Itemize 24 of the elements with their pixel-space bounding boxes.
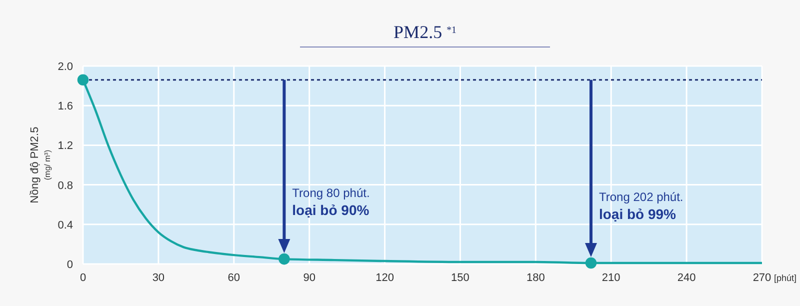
annotation: Trong 202 phút. loại bỏ 99% <box>598 190 684 222</box>
x-tick-label: 120 <box>376 272 394 284</box>
y-tick-label: 2.0 <box>58 61 73 73</box>
y-tick-label: 1.2 <box>58 140 73 152</box>
x-tick-label: 30 <box>152 272 165 284</box>
y-tick-label: 0 <box>66 259 73 271</box>
y-tick-label: 1.6 <box>58 100 73 113</box>
x-tick-label: 150 <box>451 272 470 284</box>
x-tick-label: 90 <box>303 272 316 284</box>
point <box>77 74 89 86</box>
point <box>585 257 597 269</box>
x-tick-label: 180 <box>526 272 545 284</box>
x-axis-title: [phút] <box>774 273 797 283</box>
x-tick-label: 210 <box>602 272 620 284</box>
point <box>278 253 290 265</box>
x-tick-label: 270 <box>752 272 772 284</box>
y-axis-title: Nồng độ PM2.5 (mg/ m³) <box>29 126 52 204</box>
x-tick-label: 0 <box>80 272 86 284</box>
y-tick-label: 0.8 <box>58 180 73 192</box>
chart-title: PM2.5 $^{*1}$ <box>394 22 457 42</box>
x-tick-label: 240 <box>677 272 696 284</box>
y-tick-label: 0.4 <box>58 219 73 232</box>
x-tick-label: 60 <box>228 272 240 284</box>
annotation: Trong 80 phút. loại bỏ 90% <box>292 186 370 218</box>
